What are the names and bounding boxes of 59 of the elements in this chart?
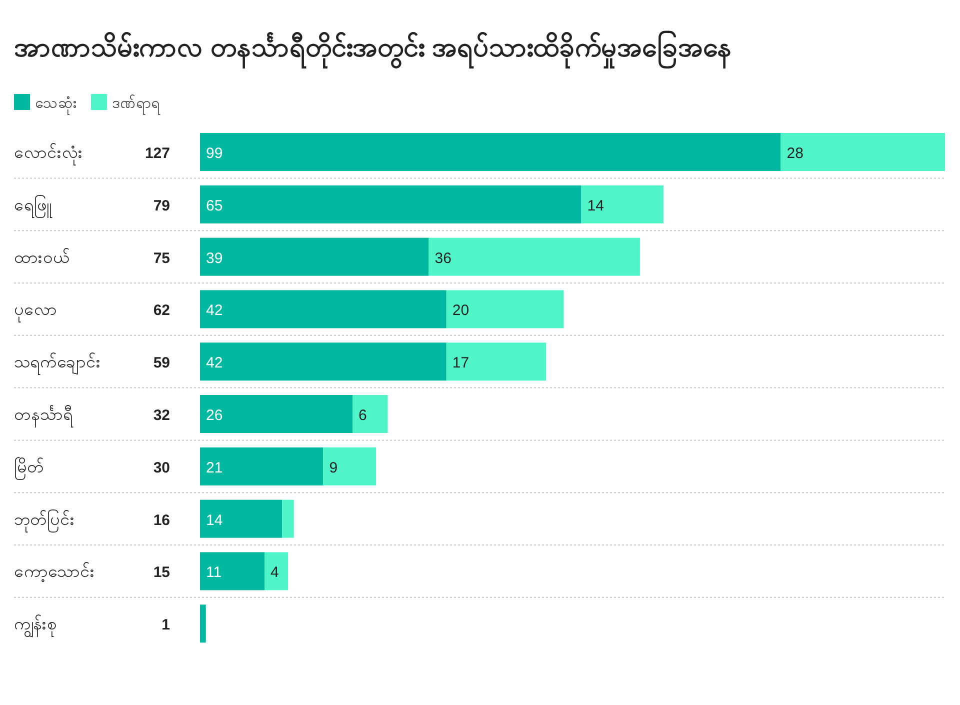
y-tick-label: ရေဖြူ xyxy=(14,193,53,218)
bar xyxy=(200,552,265,590)
bar xyxy=(581,185,664,224)
data-label: 14 xyxy=(206,512,223,529)
data-label: 9 xyxy=(329,459,338,476)
bar xyxy=(200,500,282,538)
chart-title: အာဏာသိမ်းကာလ တနင်္သာရီတိုင်းအတွင်း အရပ်သားထိခိုက်မှုအခြေအနေ xyxy=(14,30,732,69)
data-label: 6 xyxy=(358,407,367,424)
total-label: 16 xyxy=(153,512,170,529)
bar xyxy=(264,552,288,590)
total-label: 15 xyxy=(153,564,170,582)
y-tick-label: ဘုတ်ပြင်း xyxy=(14,508,75,533)
data-label: 17 xyxy=(452,354,470,372)
y-tick-label: ကျွန်းစု xyxy=(14,614,57,639)
y-tick-label: ထားဝယ် xyxy=(14,248,70,267)
bar xyxy=(200,185,582,224)
bar xyxy=(428,238,640,276)
data-label: 28 xyxy=(786,145,804,162)
total-label: 62 xyxy=(153,302,170,320)
bar xyxy=(200,133,781,171)
total-label: 75 xyxy=(153,250,170,267)
bar xyxy=(323,447,376,486)
data-label: 4 xyxy=(270,564,279,582)
data-label: 42 xyxy=(206,302,223,320)
y-tick-label: လောင်းလုံး xyxy=(14,143,83,166)
y-tick-label: ပုလော xyxy=(14,300,57,324)
y-tick-label: တနင်္သာရီ xyxy=(14,405,74,428)
y-tick-label: ကော့သောင်း xyxy=(14,562,95,584)
data-label: 11 xyxy=(206,564,222,582)
data-label: 65 xyxy=(206,197,223,214)
total-label: 59 xyxy=(153,354,170,372)
bar xyxy=(200,447,324,486)
bar xyxy=(200,395,353,433)
y-tick-label: မြိတ် xyxy=(14,456,44,480)
bar xyxy=(780,133,945,171)
bar xyxy=(200,604,206,643)
data-label: 42 xyxy=(206,354,223,372)
bar xyxy=(200,290,446,328)
bar xyxy=(446,342,546,381)
legend-label: သေဆုံး xyxy=(35,95,77,115)
bar xyxy=(282,500,294,538)
data-label: 39 xyxy=(206,250,223,267)
y-tick-label: သရက်ချောင်း xyxy=(14,352,101,376)
legend-label: ဒဏ်ရာရ xyxy=(112,94,161,115)
data-label: 36 xyxy=(434,250,452,267)
total-label: 79 xyxy=(153,197,170,214)
bar xyxy=(446,290,564,328)
total-label: 30 xyxy=(153,459,170,476)
data-label: 99 xyxy=(206,145,223,162)
data-label: 26 xyxy=(206,407,223,424)
data-label: 21 xyxy=(206,459,223,476)
bar xyxy=(200,238,429,276)
data-label: 20 xyxy=(452,302,470,320)
total-label: 127 xyxy=(144,145,170,162)
bar xyxy=(352,395,388,433)
total-label: 32 xyxy=(153,407,170,424)
data-label: 14 xyxy=(587,197,604,214)
total-label: 1 xyxy=(162,616,170,634)
bar xyxy=(200,342,446,381)
